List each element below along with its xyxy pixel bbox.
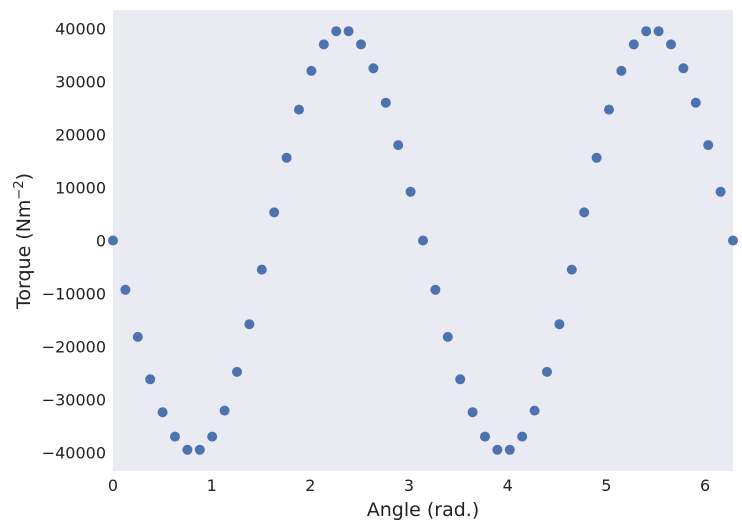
data-point (467, 407, 478, 418)
data-point (703, 140, 714, 151)
data-point (678, 63, 689, 74)
data-point (194, 444, 205, 455)
x-tick-label: 1 (207, 476, 217, 495)
data-point (529, 405, 540, 416)
y-tick-label: −40000 (42, 444, 106, 463)
data-point (294, 104, 304, 115)
x-tick-label: 5 (601, 476, 611, 495)
x-axis-label: Angle (rad.) (367, 499, 480, 521)
data-point (244, 319, 255, 330)
data-point (653, 26, 664, 37)
y-axis-label-base: Torque (Nm (13, 200, 35, 310)
data-point (579, 207, 590, 218)
data-point (356, 39, 366, 50)
data-point (256, 264, 267, 275)
data-point (318, 39, 329, 50)
data-point (269, 207, 280, 218)
data-point (628, 39, 639, 50)
x-tick-label: 2 (305, 476, 315, 495)
data-point (715, 186, 726, 197)
data-point (430, 284, 441, 295)
y-axis-label-close: ) (13, 173, 35, 180)
y-tick-labels: −40000 −30000 −20000 −10000 0 10000 20000 30000… (42, 20, 106, 463)
data-point (182, 444, 193, 455)
data-point (108, 235, 118, 246)
data-point (380, 97, 391, 108)
y-axis-label-exponent: −2 (12, 180, 27, 199)
data-point (120, 284, 131, 295)
data-point (170, 431, 180, 442)
y-tick-label: 0 (96, 232, 106, 251)
data-point (306, 65, 317, 76)
y-axis-label: Torque (Nm−2) (12, 173, 35, 310)
data-point (132, 331, 143, 342)
data-point (566, 264, 577, 275)
y-tick-label: 20000 (55, 126, 106, 145)
data-point (492, 444, 503, 455)
x-tick-label: 0 (108, 476, 118, 495)
y-tick-label: 30000 (55, 73, 106, 92)
data-point (442, 331, 453, 342)
data-point (616, 65, 627, 76)
data-point (728, 235, 738, 246)
y-tick-label: 40000 (55, 20, 106, 39)
data-point (504, 444, 515, 455)
data-point (232, 366, 242, 377)
data-point (331, 26, 342, 37)
data-point (281, 152, 292, 163)
x-tick-labels: 0 1 2 3 4 5 6 (108, 476, 710, 495)
data-point (157, 407, 168, 418)
data-point (690, 97, 701, 108)
data-point (666, 39, 676, 50)
data-point (219, 405, 230, 416)
x-tick-label: 6 (700, 476, 710, 495)
data-point (207, 431, 218, 442)
data-point (641, 26, 652, 37)
data-point (542, 366, 552, 377)
data-point (591, 152, 602, 163)
data-point (405, 186, 416, 197)
data-point (418, 235, 428, 246)
data-point (368, 63, 379, 74)
x-tick-label: 4 (503, 476, 513, 495)
data-point (455, 374, 466, 385)
data-point (554, 319, 565, 330)
data-point (393, 140, 404, 151)
y-tick-label: 10000 (55, 179, 106, 198)
x-tick-label: 3 (404, 476, 414, 495)
y-tick-label: −10000 (42, 285, 106, 304)
y-tick-label: −30000 (42, 391, 106, 410)
data-points (108, 26, 738, 455)
data-point (480, 431, 490, 442)
data-point (604, 104, 614, 115)
data-point (517, 431, 528, 442)
data-point (145, 374, 156, 385)
y-tick-label: −20000 (42, 338, 106, 357)
data-point (343, 26, 354, 37)
